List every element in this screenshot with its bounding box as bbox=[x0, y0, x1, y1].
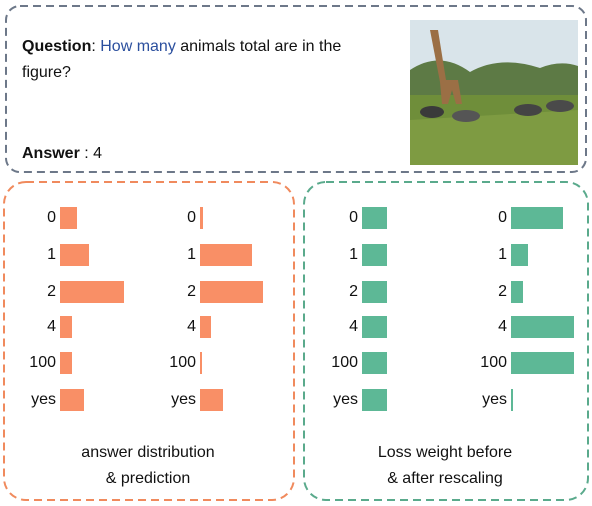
photo bbox=[410, 20, 578, 165]
y-tick-label: 1 bbox=[498, 246, 507, 263]
y-tick-label: 4 bbox=[187, 318, 196, 335]
separator: : bbox=[91, 38, 100, 55]
y-tick-label: 4 bbox=[349, 318, 358, 335]
question-highlight: How many bbox=[100, 38, 176, 55]
caption: & prediction bbox=[106, 470, 191, 487]
answer-label: Answer bbox=[22, 145, 80, 162]
y-tick-label: 2 bbox=[349, 283, 358, 300]
y-tick-label: 0 bbox=[498, 209, 507, 226]
y-tick-label: 2 bbox=[47, 283, 56, 300]
y-tick-label: 2 bbox=[498, 283, 507, 300]
bar bbox=[511, 389, 513, 411]
bar bbox=[60, 389, 84, 411]
y-tick-label: 100 bbox=[331, 354, 358, 371]
answer: Answer : 4 bbox=[22, 145, 102, 163]
caption: Loss weight before bbox=[378, 444, 512, 461]
bar bbox=[511, 207, 563, 229]
bar bbox=[362, 316, 387, 338]
bar bbox=[60, 281, 124, 303]
figure: answer distribution & prediction Loss we… bbox=[0, 0, 592, 506]
bar bbox=[60, 352, 72, 374]
y-tick-label: 1 bbox=[47, 246, 56, 263]
bar bbox=[200, 389, 223, 411]
y-tick-label: 100 bbox=[29, 354, 56, 371]
bar bbox=[200, 244, 252, 266]
question: Question: How many animals total are in … bbox=[22, 34, 392, 86]
bar bbox=[362, 244, 387, 266]
answer-value: 4 bbox=[93, 145, 102, 162]
bar bbox=[60, 207, 77, 229]
caption: answer distribution bbox=[81, 444, 214, 461]
bar bbox=[60, 316, 72, 338]
y-tick-label: 1 bbox=[349, 246, 358, 263]
bar bbox=[362, 389, 387, 411]
question-label: Question bbox=[22, 38, 91, 55]
bar bbox=[511, 244, 528, 266]
y-tick-label: 0 bbox=[349, 209, 358, 226]
bar bbox=[362, 352, 387, 374]
y-tick-label: 0 bbox=[187, 209, 196, 226]
y-tick-label: 4 bbox=[498, 318, 507, 335]
caption: & after rescaling bbox=[387, 470, 503, 487]
y-tick-label: yes bbox=[31, 391, 56, 408]
y-tick-label: yes bbox=[333, 391, 358, 408]
bar bbox=[511, 352, 574, 374]
y-tick-label: 100 bbox=[480, 354, 507, 371]
bar bbox=[362, 281, 387, 303]
y-tick-label: 0 bbox=[47, 209, 56, 226]
y-tick-label: 100 bbox=[169, 354, 196, 371]
bar bbox=[60, 244, 89, 266]
bar bbox=[200, 281, 263, 303]
bar bbox=[362, 207, 387, 229]
y-tick-label: 2 bbox=[187, 283, 196, 300]
y-tick-label: 4 bbox=[47, 318, 56, 335]
bar bbox=[511, 281, 523, 303]
bar bbox=[200, 352, 202, 374]
y-tick-label: yes bbox=[482, 391, 507, 408]
bar bbox=[200, 316, 211, 338]
y-tick-label: yes bbox=[171, 391, 196, 408]
bar bbox=[200, 207, 203, 229]
separator: : bbox=[80, 145, 93, 162]
y-tick-label: 1 bbox=[187, 246, 196, 263]
bar bbox=[511, 316, 574, 338]
